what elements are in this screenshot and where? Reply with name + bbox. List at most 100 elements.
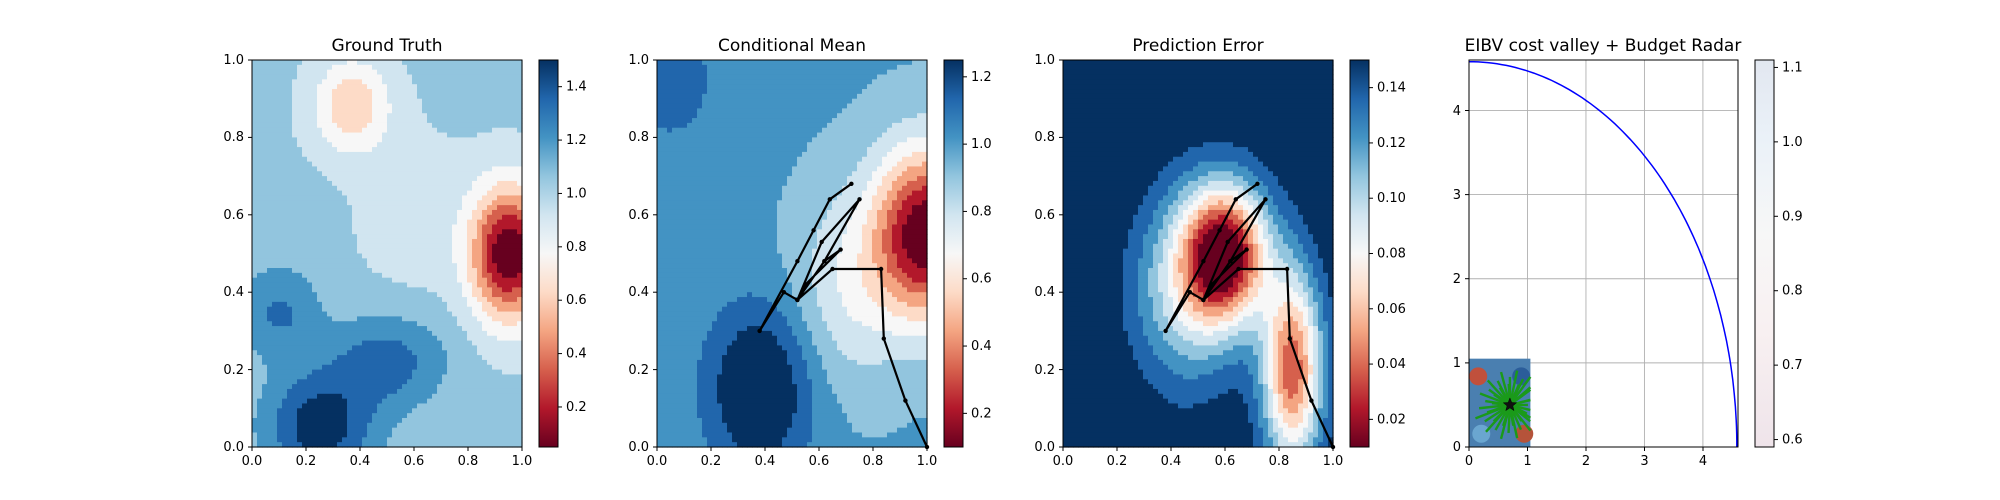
- heatmap-cell: [307, 326, 313, 332]
- heatmap-cell: [472, 74, 478, 80]
- heatmap-cell: [437, 292, 443, 298]
- heatmap-cell: [292, 84, 298, 90]
- heatmap-cell: [347, 238, 353, 245]
- heatmap-cell: [457, 171, 463, 177]
- heatmap-cell: [472, 432, 478, 438]
- heatmap-cell: [482, 243, 488, 250]
- heatmap-cell: [692, 205, 698, 211]
- heatmap-cell: [342, 200, 348, 206]
- heatmap-cell: [347, 437, 353, 443]
- heatmap-cell: [267, 147, 273, 153]
- heatmap-cell: [252, 422, 258, 429]
- heatmap-cell: [252, 195, 258, 201]
- heatmap-cell: [457, 442, 463, 448]
- heatmap-cell: [357, 379, 363, 385]
- heatmap-cell: [332, 147, 338, 153]
- heatmap-cell: [372, 330, 378, 337]
- heatmap-cell: [442, 258, 448, 264]
- heatmap-cell: [282, 282, 288, 288]
- heatmap-cell: [342, 234, 348, 240]
- heatmap-cell: [382, 219, 388, 226]
- heatmap-cell: [692, 171, 698, 177]
- heatmap-cell: [277, 224, 283, 230]
- heatmap-cell: [372, 437, 378, 443]
- heatmap-cell: [482, 127, 488, 134]
- panel-title: Ground Truth: [331, 36, 442, 56]
- heatmap-cell: [407, 258, 413, 264]
- heatmap-cell: [512, 384, 518, 390]
- heatmap-cell: [512, 437, 518, 443]
- heatmap-cell: [422, 93, 428, 100]
- heatmap-cell: [407, 234, 413, 240]
- heatmap-cell: [657, 147, 663, 153]
- heatmap-cell: [362, 200, 368, 206]
- heatmap-cell: [422, 229, 428, 235]
- heatmap-cell: [437, 214, 443, 221]
- heatmap-cell: [382, 330, 388, 337]
- heatmap-cell: [402, 350, 408, 356]
- heatmap-cell: [497, 413, 503, 419]
- heatmap-cell: [342, 176, 348, 182]
- heatmap-cell: [447, 89, 453, 95]
- heatmap-cell: [442, 437, 448, 443]
- heatmap-cell: [292, 185, 298, 192]
- heatmap-cell: [267, 335, 273, 342]
- heatmap-cell: [392, 103, 398, 109]
- heatmap-cell: [667, 64, 673, 71]
- heatmap-cell: [412, 166, 418, 172]
- heatmap-cell: [337, 268, 343, 274]
- heatmap-cell: [497, 287, 503, 293]
- heatmap-cell: [497, 306, 503, 313]
- heatmap-cell: [687, 408, 693, 414]
- heatmap-cell: [302, 185, 308, 192]
- heatmap-cell: [682, 229, 688, 235]
- heatmap-cell: [282, 437, 288, 443]
- heatmap-cell: [397, 89, 403, 95]
- heatmap-cell: [682, 161, 688, 168]
- heatmap-cell: [507, 306, 513, 313]
- heatmap-cell: [412, 442, 418, 448]
- heatmap-cell: [487, 442, 493, 448]
- heatmap-cell: [287, 350, 293, 356]
- heatmap-cell: [402, 79, 408, 85]
- heatmap-cell: [337, 122, 343, 129]
- heatmap-cell: [397, 185, 403, 192]
- heatmap-cell: [387, 103, 393, 109]
- heatmap-cell: [392, 200, 398, 206]
- heatmap-cell: [322, 243, 328, 250]
- heatmap-cell: [357, 330, 363, 337]
- heatmap-cell: [252, 185, 258, 192]
- heatmap-cell: [297, 243, 303, 250]
- heatmap-cell: [662, 268, 668, 274]
- heatmap-cell: [507, 388, 513, 395]
- heatmap-cell: [492, 209, 498, 216]
- heatmap-cell: [287, 180, 293, 187]
- heatmap-cell: [272, 209, 278, 216]
- heatmap-cell: [492, 432, 498, 438]
- heatmap-cell: [657, 374, 663, 380]
- heatmap-cell: [487, 156, 493, 163]
- heatmap-cell: [687, 69, 693, 76]
- heatmap-cell: [392, 379, 398, 385]
- heatmap-cell: [507, 229, 513, 235]
- heatmap-cell: [407, 417, 413, 424]
- heatmap-cell: [477, 417, 483, 424]
- heatmap-cell: [397, 422, 403, 429]
- heatmap-cell: [367, 427, 373, 434]
- heatmap-cell: [252, 171, 258, 177]
- heatmap-cell: [487, 268, 493, 274]
- heatmap-cell: [662, 326, 668, 332]
- heatmap-cell: [502, 118, 508, 124]
- heatmap-cell: [387, 417, 393, 424]
- heatmap-cell: [387, 301, 393, 308]
- heatmap-cell: [447, 108, 453, 114]
- heatmap-cell: [397, 74, 403, 80]
- heatmap-cell: [337, 74, 343, 80]
- heatmap-cell: [397, 64, 403, 71]
- heatmap-cell: [337, 69, 343, 76]
- heatmap-cell: [457, 350, 463, 356]
- heatmap-cell: [272, 200, 278, 206]
- heatmap-cell: [692, 98, 698, 105]
- heatmap-cell: [667, 238, 673, 245]
- heatmap-cell: [412, 422, 418, 429]
